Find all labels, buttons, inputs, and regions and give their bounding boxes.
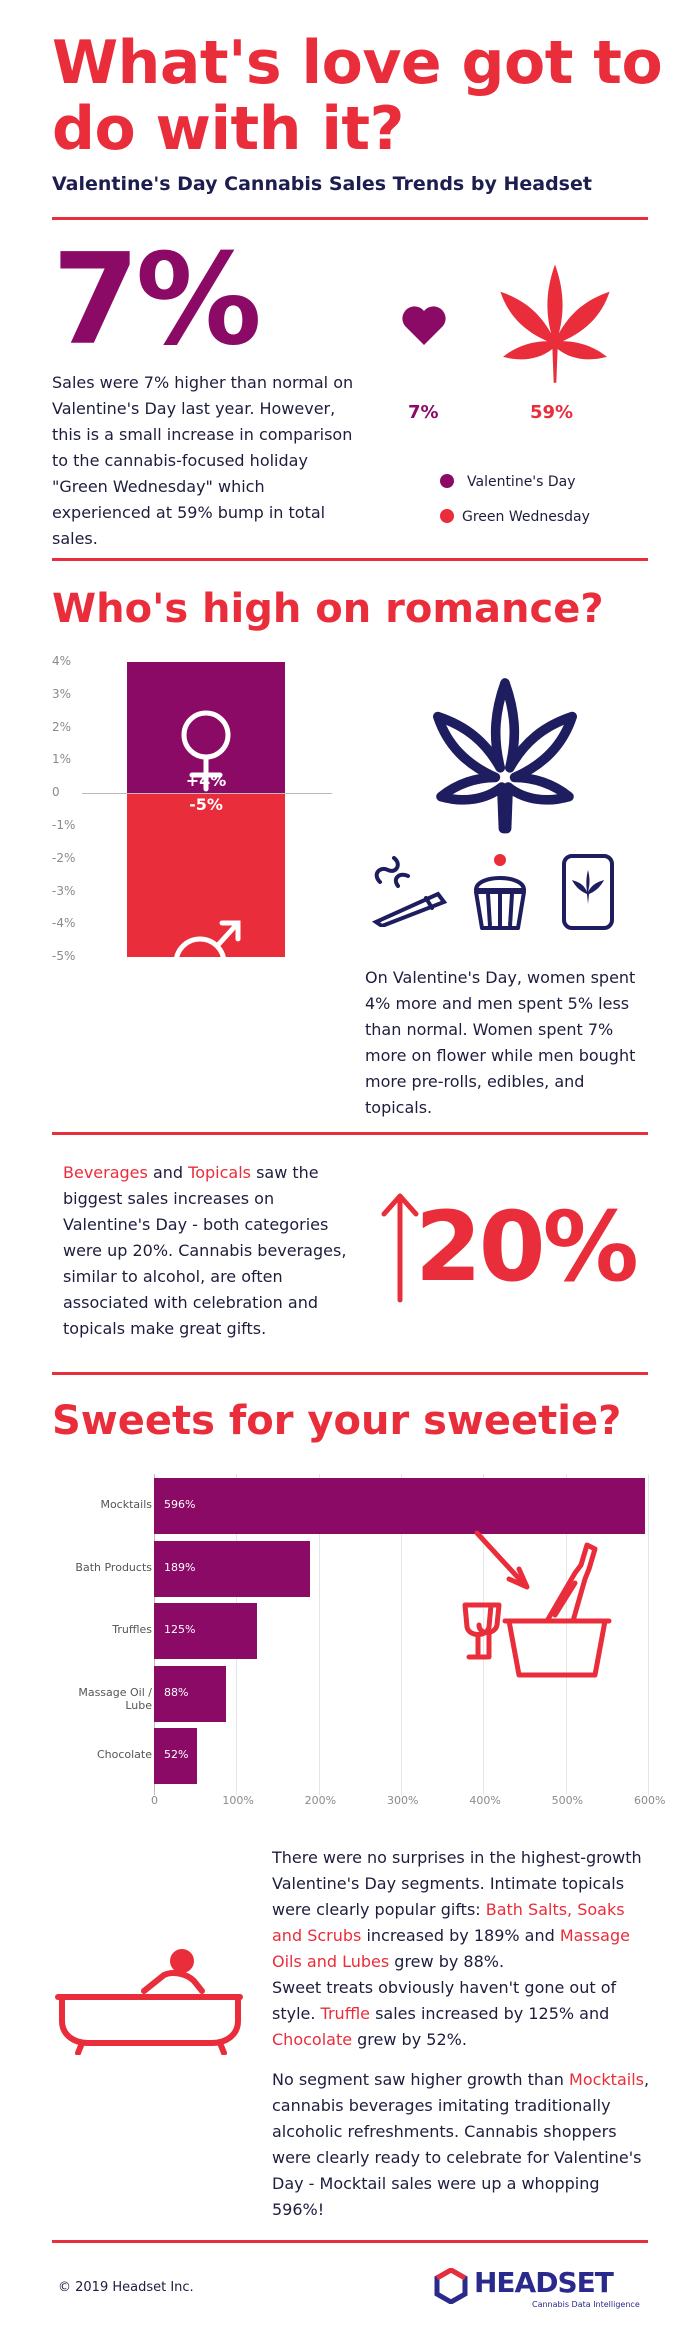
y-tick-label: 0 [52,785,60,800]
x-grid-line [318,1474,320,1795]
heart-label: 7% [408,402,439,423]
bar-category-label: Truffles [112,1623,152,1636]
section4-text: There were no surprises in the highest-g… [272,1845,652,2223]
beverages-highlight: Beverages [63,1163,148,1182]
p2-text-c: sales increased by 125% and [370,2004,610,2023]
female-symbol-icon [181,710,231,792]
x-grid-line [401,1474,402,1795]
x-grid-line [648,1474,649,1795]
y-tick-label: -1% [52,818,76,832]
massage-oils-highlight: Massage Oils and Lubes [272,1926,630,1971]
x-tick-label: 500% [551,1794,584,1807]
bar-category-label: Massage Oil / Lube [78,1685,152,1712]
y-tick-label: -2% [52,850,76,865]
p2-text-e: grew by 52%. [352,2030,467,2049]
page-title: What's love got to do with it? [52,28,663,164]
p3-text-c: , cannabis beverages imitating tradition… [272,2070,650,2219]
section4-title: Sweets for your sweetie? [52,1398,622,1444]
bar [154,1728,197,1784]
bar [154,1478,645,1534]
cannabis-leaf-icon [500,264,610,383]
p1-text-a: There were no surprises in the highest-g… [272,1848,642,1919]
legend-swatch-valentines [440,474,454,488]
cannabis-leaf-outline-icon [433,678,577,834]
leaf-label: 59% [530,402,574,423]
section1-text: Sales were 7% higher than normal on Vale… [52,373,354,548]
x-grid-line [565,1474,567,1795]
bar [154,1603,257,1659]
bar [154,1665,227,1722]
y-tick-label: 1% [52,752,72,767]
legend-swatch-green-wednesday [440,509,454,523]
p1-text-c: increased by 189% and [361,1926,560,1945]
y-tick-label: -4% [52,916,76,931]
x-tick-label: 400% [469,1794,501,1807]
x-tick-label: 300% [387,1794,419,1807]
bathtub-icon [55,1949,243,2055]
bar [154,1540,310,1597]
divider [52,2240,648,2243]
section2-text: On Valentine's Day, women spent 4% more … [365,968,636,1117]
topical-tube-icon [562,854,614,930]
x-tick-label: 100% [222,1794,254,1807]
arrow-up-icon [381,1193,419,1303]
y-tick-label: -3% [52,883,76,898]
bar-value-label: 88% [164,1685,189,1699]
x-tick-label: 600% [634,1794,666,1807]
divider [52,217,648,220]
p2-text-a: Sweet treats obviously haven't gone out … [272,1978,617,2023]
bar-category-label: Mocktails [100,1498,152,1511]
divider [52,1372,648,1375]
mocktails-highlight: Mocktails [569,2070,644,2089]
and-text: and [152,1163,184,1182]
headset-logo-icon [434,2268,468,2304]
page-subtitle: Valentine's Day Cannabis Sales Trends by… [52,173,592,195]
y-tick-label: 3% [52,686,72,701]
headset-logo-tagline: Cannabis Data Intelligence [532,2300,640,2309]
truffle-highlight: Truffle [320,2004,370,2023]
divider [52,1132,648,1135]
p3-text-a: No segment saw higher growth than [272,2070,570,2089]
bath-salts-highlight: Bath Salts, Soaks and Scrubs [272,1900,625,1945]
big-stat-20: 20% [415,1191,639,1303]
heart-icon [402,306,446,345]
bar-value-label: 52% [164,1748,189,1761]
divider [52,558,648,561]
copyright: © 2019 Headset Inc. [58,2280,194,2295]
men-bar-label: -5% [189,795,223,815]
bar-value-label: 189% [164,1560,196,1574]
y-tick-label: 2% [52,719,72,734]
champagne-bucket-icon [462,1530,612,1678]
x-tick-label: 0 [151,1794,158,1807]
section4-paragraph-2: Sweet treats obviously haven't gone out … [272,1975,652,2053]
section2-title: Who's high on romance? [52,586,604,632]
pre-roll-icon [371,856,448,927]
cupcake-icon [474,854,526,930]
headset-logo-text: HEADSET [474,2266,614,2299]
y-tick-label: -5% [52,949,76,964]
section3-text: Beverages and Topicals saw the biggest s… [63,1160,363,1342]
chocolate-highlight: Chocolate [272,2030,353,2049]
big-stat-7: 7% [52,226,262,373]
section3-body: saw the biggest sales increases on Valen… [63,1163,347,1338]
legend-label-green-wednesday: Green Wednesday [462,509,590,525]
legend-label-valentines: Valentine's Day [467,474,576,490]
men-bar [127,793,285,958]
y-tick-label: 4% [52,654,72,668]
topicals-highlight: Topicals [188,1163,251,1182]
x-tick-label: 200% [304,1794,337,1807]
bar-category-label: Chocolate [96,1748,152,1761]
bar-category-label: Bath Products [75,1560,152,1574]
bar-value-label: 125% [164,1623,196,1636]
zero-line [82,793,332,795]
section4-paragraph-3: No segment saw higher growth than Mockta… [272,2067,652,2223]
bar-value-label: 596% [164,1498,196,1511]
p1-text-e: grew by 88%. [389,1952,505,1971]
section4-paragraph-1: There were no surprises in the highest-g… [272,1845,652,1975]
male-symbol-icon [173,920,241,990]
